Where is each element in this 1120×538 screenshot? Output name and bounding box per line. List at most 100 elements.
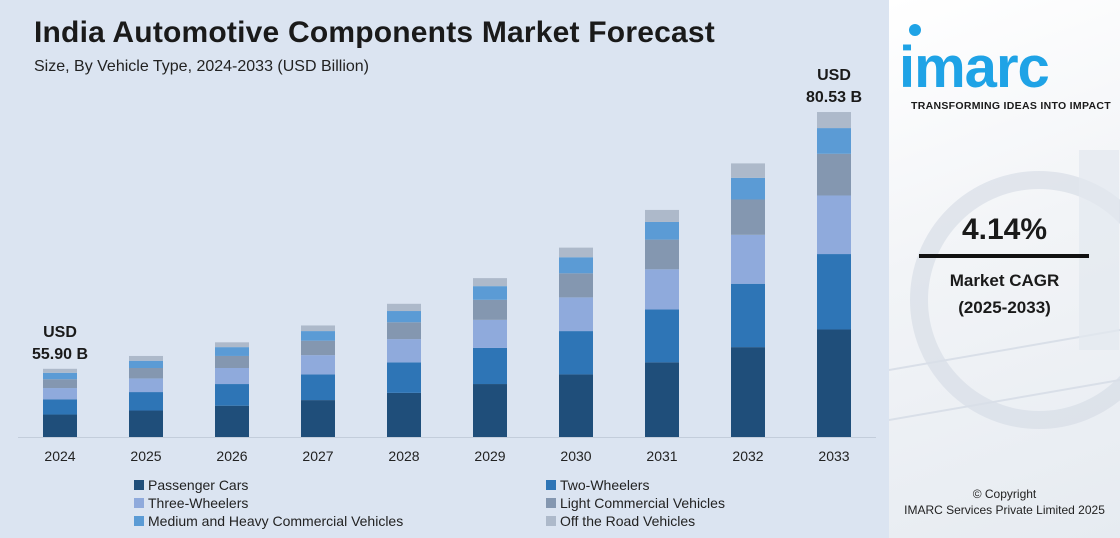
bar-segment-2030-1 [559, 331, 593, 375]
bar-segment-2031-3 [645, 239, 679, 270]
x-tick-label: 2032 [732, 448, 763, 464]
legend-swatch [134, 479, 144, 490]
bar-segment-2027-1 [301, 374, 335, 401]
bar-segment-2028-1 [387, 362, 421, 393]
bar-segment-2024-1 [43, 399, 77, 415]
chart-legend: Passenger Cars Two-Wheelers Three-Wheelers… [134, 476, 854, 529]
bar-segment-2026-5 [215, 342, 249, 348]
x-tick-label: 2033 [818, 448, 849, 464]
x-tick-label: 2029 [474, 448, 505, 464]
bar-segment-2033-2 [817, 195, 851, 255]
legend-label: Medium and Heavy Commercial Vehicles [148, 512, 404, 529]
bar-segment-2033-3 [817, 153, 851, 196]
bar-chart-plot: 2024 USD 55.90 B 2025 2026 2027 2028 2029 2030 20… [18, 67, 876, 464]
legend-item: Medium and Heavy Commercial Vehicles [134, 512, 546, 529]
bar-segment-2025-4 [129, 360, 163, 368]
bar-segment-2027-2 [301, 355, 335, 375]
bar-segment-2032-3 [731, 199, 765, 235]
bar-segment-2024-2 [43, 388, 77, 400]
bar-segment-2026-2 [215, 367, 249, 385]
legend-item: Off the Road Vehicles [546, 512, 846, 529]
bar-segment-2026-3 [215, 355, 249, 368]
cagr-label: Market CAGR [949, 271, 1060, 290]
bar-segment-2032-1 [731, 283, 765, 348]
legend-swatch [546, 497, 556, 508]
bar-segment-2031-2 [645, 269, 679, 310]
bar-segment-2031-5 [645, 209, 679, 222]
value-annotation-amount: 55.90 B [32, 346, 88, 363]
legend-swatch [134, 497, 144, 508]
x-tick-label: 2024 [44, 448, 75, 464]
bar-segment-2032-2 [731, 234, 765, 284]
value-annotation-unit: USD [817, 67, 851, 84]
copyright-notice: © Copyright IMARC Services Private Limit… [889, 486, 1120, 518]
legend-label: Light Commercial Vehicles [560, 494, 725, 511]
bar-segment-2032-0 [731, 347, 765, 437]
bar-segment-2029-2 [473, 319, 507, 348]
bar-segment-2027-0 [301, 400, 335, 437]
bar-segment-2031-4 [645, 221, 679, 240]
bar-segment-2027-5 [301, 325, 335, 332]
legend-label: Three-Wheelers [148, 494, 249, 511]
bar-segment-2033-5 [817, 112, 851, 129]
bar-segment-2025-3 [129, 367, 163, 379]
legend-label: Two-Wheelers [560, 476, 650, 493]
bar-segment-2030-4 [559, 257, 593, 274]
x-tick-label: 2027 [302, 448, 333, 464]
bar-segment-2030-0 [559, 374, 593, 437]
legend-swatch [134, 515, 144, 526]
bar-segment-2028-4 [387, 311, 421, 323]
x-tick-label: 2031 [646, 448, 677, 464]
bar-segment-2025-1 [129, 392, 163, 411]
bar-segment-2030-2 [559, 297, 593, 332]
bar-segment-2024-4 [43, 372, 77, 380]
copyright-line-2: IMARC Services Private Limited 2025 [904, 503, 1105, 517]
legend-label: Off the Road Vehicles [560, 512, 696, 529]
bar-segment-2029-5 [473, 278, 507, 287]
bar-segment-2032-4 [731, 177, 765, 200]
bar-segment-2027-3 [301, 340, 335, 356]
bar-segment-2032-5 [731, 163, 765, 178]
bar-segment-2029-3 [473, 299, 507, 320]
legend-item: Three-Wheelers [134, 494, 546, 511]
x-tick-label: 2026 [216, 448, 247, 464]
bar-segment-2025-5 [129, 355, 163, 361]
logo-dot-icon [909, 24, 921, 36]
bar-segment-2033-0 [817, 329, 851, 437]
bar-segment-2029-4 [473, 286, 507, 300]
bar-segment-2026-1 [215, 384, 249, 406]
chart-subtitle: Size, By Vehicle Type, 2024-2033 (USD Bi… [34, 58, 369, 75]
x-tick-label: 2028 [388, 448, 419, 464]
bar-segment-2025-2 [129, 378, 163, 393]
bar-segment-2026-4 [215, 347, 249, 356]
x-tick-label: 2030 [560, 448, 591, 464]
bar-segment-2025-0 [129, 410, 163, 437]
cagr-period: (2025-2033) [958, 298, 1051, 317]
chart-panel: India Automotive Components Market Forec… [0, 0, 889, 538]
cagr-value: 4.14% [961, 213, 1048, 246]
bar-segment-2028-5 [387, 303, 421, 312]
bar-segment-2024-5 [43, 368, 77, 373]
bar-segment-2028-2 [387, 339, 421, 363]
bar-segment-2024-3 [43, 379, 77, 389]
bar-segment-2029-0 [473, 384, 507, 437]
legend-item: Two-Wheelers [546, 476, 846, 493]
bar-segment-2027-4 [301, 331, 335, 341]
bar-segment-2028-3 [387, 322, 421, 340]
cagr-divider [919, 254, 1089, 258]
bar-segment-2028-0 [387, 392, 421, 437]
value-annotation-unit: USD [43, 324, 77, 341]
bar-segment-2031-0 [645, 362, 679, 437]
bar-segment-2026-0 [215, 405, 249, 437]
chart-title: India Automotive Components Market Forec… [34, 16, 715, 49]
bar-segment-2033-4 [817, 128, 851, 154]
bar-segment-2030-5 [559, 247, 593, 258]
legend-label: Passenger Cars [148, 476, 249, 493]
copyright-line-1: © Copyright [972, 487, 1037, 501]
logo-tagline: TRANSFORMING IDEAS INTO IMPACT [911, 100, 1111, 112]
logo-wordmark: imarc [899, 35, 1050, 100]
legend-swatch [546, 515, 556, 526]
background-decoration [889, 150, 1120, 429]
bar-segment-2024-0 [43, 414, 77, 437]
bar-segment-2029-1 [473, 347, 507, 385]
